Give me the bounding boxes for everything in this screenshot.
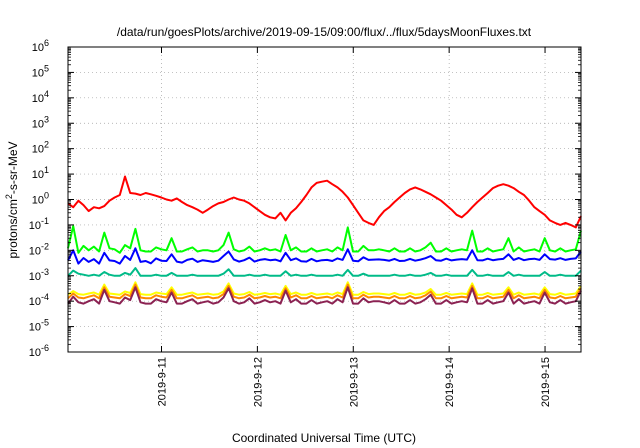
x-tick-label: 2019-9-11 — [156, 357, 168, 406]
grid-lines — [68, 47, 581, 352]
y-tick-label: 102 — [32, 140, 49, 156]
y-axis-ticks: 106 105 104 103 102 101 100 10-1 10-2 10-3 10-4 10-… — [29, 38, 581, 359]
y-tick-label: 10-4 — [29, 292, 49, 308]
y-tick-label: 103 — [32, 114, 49, 130]
chart-title: /data/run/goesPlots/archive/2019-09-15/0… — [117, 25, 532, 39]
y-tick-label: 10-1 — [29, 216, 49, 232]
y-tick-label: 104 — [32, 89, 49, 105]
series-line-7 — [67, 286, 582, 305]
x-axis-label: Coordinated Universal Time (UTC) — [232, 431, 416, 445]
x-axis-ticks: 2019-9-11 2019-9-12 2019-9-13 2019-9-14 2019… — [156, 47, 552, 407]
series-line-6 — [67, 283, 582, 300]
series-line-4 — [67, 267, 582, 277]
x-tick-label: 2019-9-12 — [252, 357, 264, 407]
y-tick-label: 10-5 — [29, 318, 49, 334]
y-tick-label: 10-3 — [29, 267, 49, 283]
series-line-5 — [67, 281, 582, 296]
y-axis-label: protons/cm2-s-sr-MeV — [4, 141, 20, 258]
series-line-3 — [67, 247, 582, 265]
y-tick-label: 100 — [32, 191, 49, 207]
x-tick-label: 2019-9-15 — [540, 357, 552, 407]
series-line-2 — [67, 225, 582, 254]
y-tick-label: 10-6 — [29, 343, 49, 359]
y-tick-label: 101 — [32, 165, 49, 181]
series-line-1 — [67, 175, 582, 229]
x-tick-label: 2019-9-13 — [348, 357, 360, 407]
y-tick-label: 10-2 — [29, 241, 49, 257]
y-tick-label: 105 — [32, 63, 49, 79]
y-tick-label: 106 — [32, 38, 49, 54]
x-tick-label: 2019-9-14 — [444, 357, 456, 407]
series-lines — [67, 175, 582, 305]
